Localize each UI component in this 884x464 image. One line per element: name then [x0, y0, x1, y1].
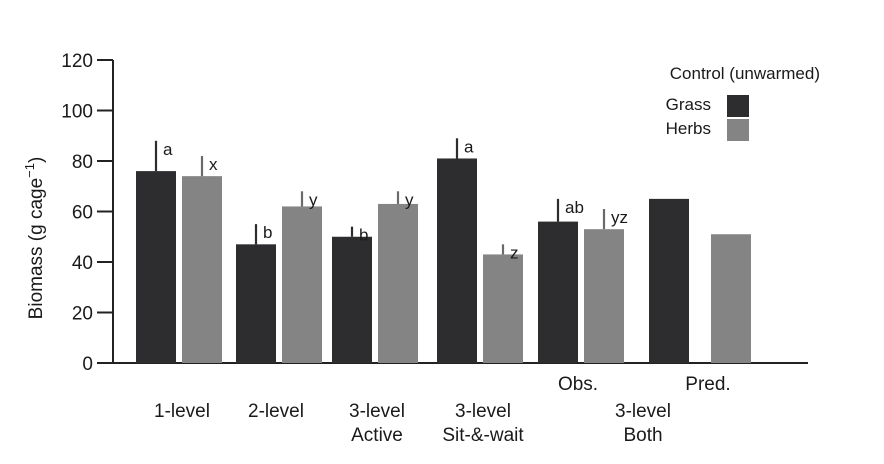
significance-letter: y	[405, 190, 414, 209]
y-axis-label-end: )	[26, 157, 47, 163]
category-label: 2-level	[248, 401, 304, 422]
herbs-bar	[584, 229, 624, 363]
y-tick-label: 120	[61, 51, 93, 72]
y-axis-label-superscript: −1	[22, 163, 37, 178]
herbs-bar	[282, 206, 322, 363]
grass-bar	[136, 171, 176, 363]
herbs-bar	[378, 203, 418, 363]
both-group-label-line2: Both	[623, 425, 662, 446]
legend-label: Herbs	[666, 119, 711, 138]
significance-letter: y	[309, 190, 318, 209]
herbs-bar	[483, 254, 523, 363]
significance-letter: a	[464, 137, 474, 156]
category-label: Active	[351, 425, 403, 446]
observed-label: Obs.	[558, 374, 598, 395]
y-tick-label: 80	[72, 152, 93, 173]
category-label: 3-level	[455, 401, 511, 422]
bars: a x b y b y a z ab yz	[136, 137, 751, 363]
both-group-label-line1: 3-level	[615, 401, 671, 422]
significance-letter: z	[510, 243, 519, 262]
y-axis-label-main: Biomass (g cage	[26, 178, 47, 320]
significance-letter: yz	[611, 208, 628, 227]
y-tick-label: 60	[72, 203, 93, 224]
grass-bar	[649, 198, 689, 363]
category-labels: 1-level 2-level 3-level Active 3-level Sit-&-…	[154, 374, 731, 446]
predicted-label: Pred.	[685, 374, 730, 395]
grass-bar	[437, 158, 477, 363]
significance-letter: b	[263, 223, 272, 242]
y-tick-label: 100	[61, 102, 93, 123]
grass-bar	[236, 244, 276, 363]
significance-letter: b	[359, 226, 368, 245]
category-label: Sit-&-wait	[442, 425, 524, 446]
grass-bar	[538, 221, 578, 363]
y-tick-label: 40	[72, 253, 93, 274]
y-axis-label: Biomass (g cage−1)	[22, 157, 47, 320]
y-tick-label: 20	[72, 304, 93, 325]
grass-bar	[332, 236, 372, 363]
significance-letter: x	[209, 155, 218, 174]
legend-title: Control (unwarmed)	[670, 64, 820, 83]
legend-label: Grass	[666, 95, 711, 114]
significance-letter: a	[163, 140, 173, 159]
significance-letter: ab	[565, 198, 584, 217]
herbs-bar	[711, 234, 751, 363]
category-label: 3-level	[349, 401, 405, 422]
y-tick-label: 0	[82, 354, 93, 375]
legend-swatch	[727, 119, 749, 141]
category-label: 1-level	[154, 401, 210, 422]
legend: Control (unwarmed) Grass Herbs	[666, 64, 820, 141]
herbs-bar	[182, 176, 222, 363]
legend-swatch	[727, 95, 749, 117]
